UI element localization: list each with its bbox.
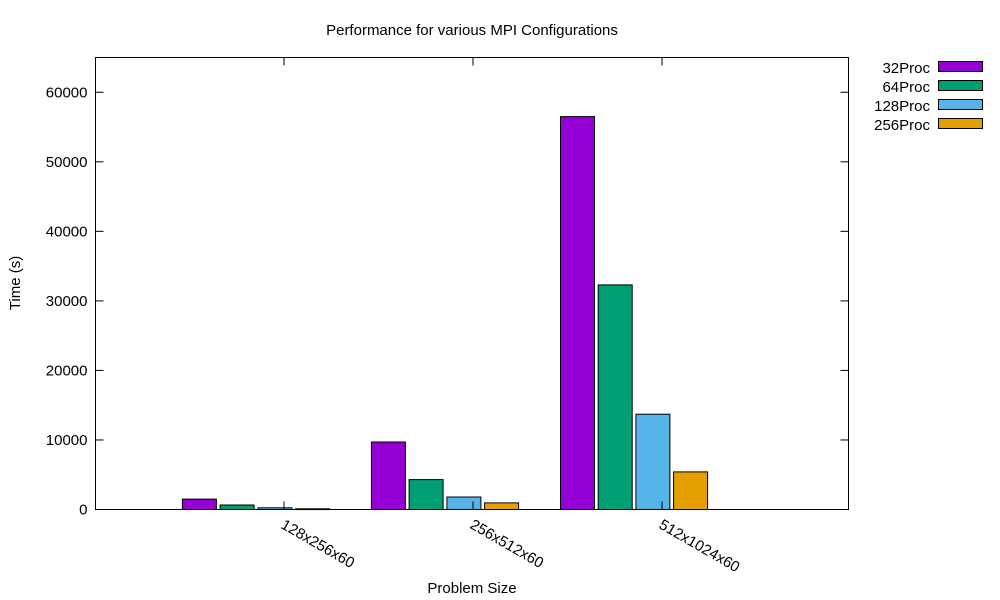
bar-64Proc-512x1024x60 xyxy=(597,284,633,510)
bar-32Proc-128x256x60 xyxy=(181,498,217,511)
legend-swatch xyxy=(938,118,983,129)
bar-32Proc-256x512x60 xyxy=(370,441,406,510)
y-tick-label: 10000 xyxy=(46,432,88,449)
legend-label: 64Proc xyxy=(882,79,930,96)
legend-swatch xyxy=(938,99,983,110)
y-tick-label: 50000 xyxy=(46,154,88,171)
bar-256Proc-256x512x60 xyxy=(484,502,520,510)
y-tick-label: 30000 xyxy=(46,293,88,310)
bar-128Proc-512x1024x60 xyxy=(635,413,671,511)
legend: 32Proc 64Proc 128Proc 256Proc xyxy=(874,60,983,134)
y-tick-label: 0 xyxy=(79,502,87,519)
bar-256Proc-512x1024x60 xyxy=(673,471,709,510)
bar-64Proc-128x256x60 xyxy=(219,504,255,510)
plot-frame xyxy=(95,57,849,510)
x-tick-label: 128x256x60 xyxy=(278,516,357,572)
x-tick-label: 512x1024x60 xyxy=(656,516,743,576)
legend-swatch xyxy=(938,80,983,91)
legend-swatch xyxy=(938,61,983,72)
bars-group xyxy=(181,116,709,511)
x-tick-label: 256x512x60 xyxy=(467,516,546,572)
bar-128Proc-256x512x60 xyxy=(446,496,482,510)
y-tick-label: 40000 xyxy=(46,223,88,240)
legend-label: 128Proc xyxy=(874,98,930,115)
legend-label: 256Proc xyxy=(874,117,930,134)
y-tick-label: 20000 xyxy=(46,362,88,379)
bar-64Proc-256x512x60 xyxy=(408,479,444,511)
bar-32Proc-512x1024x60 xyxy=(560,116,595,510)
x-axis-label: Problem Size xyxy=(427,580,516,597)
y-axis-label: Time (s) xyxy=(7,256,24,310)
legend-label: 32Proc xyxy=(882,60,930,77)
y-tick-label: 60000 xyxy=(46,84,88,101)
chart-title: Performance for various MPI Configuratio… xyxy=(326,22,618,39)
